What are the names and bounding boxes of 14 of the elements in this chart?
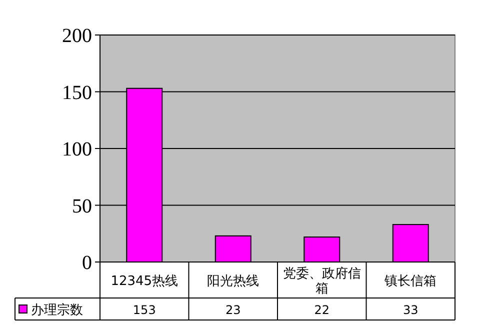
- y-tick-label: 150: [62, 82, 92, 104]
- x-tick-label: 12345热线: [110, 274, 178, 289]
- data-label: 153: [132, 303, 156, 317]
- x-tick-label: 党委、政府信箱: [282, 266, 361, 296]
- y-tick-label: 50: [72, 195, 92, 218]
- data-label: 33: [402, 303, 418, 317]
- y-tick-label: 0: [82, 252, 92, 274]
- x-tick-label: 阳光热线: [207, 274, 260, 289]
- data-label: 23: [225, 303, 241, 317]
- data-label: 22: [314, 303, 330, 317]
- legend-label: 办理宗数: [31, 302, 83, 318]
- y-tick-label: 200: [62, 25, 92, 47]
- y-tick-label: 100: [62, 138, 92, 160]
- x-tick-label: 镇长信箱: [384, 274, 437, 289]
